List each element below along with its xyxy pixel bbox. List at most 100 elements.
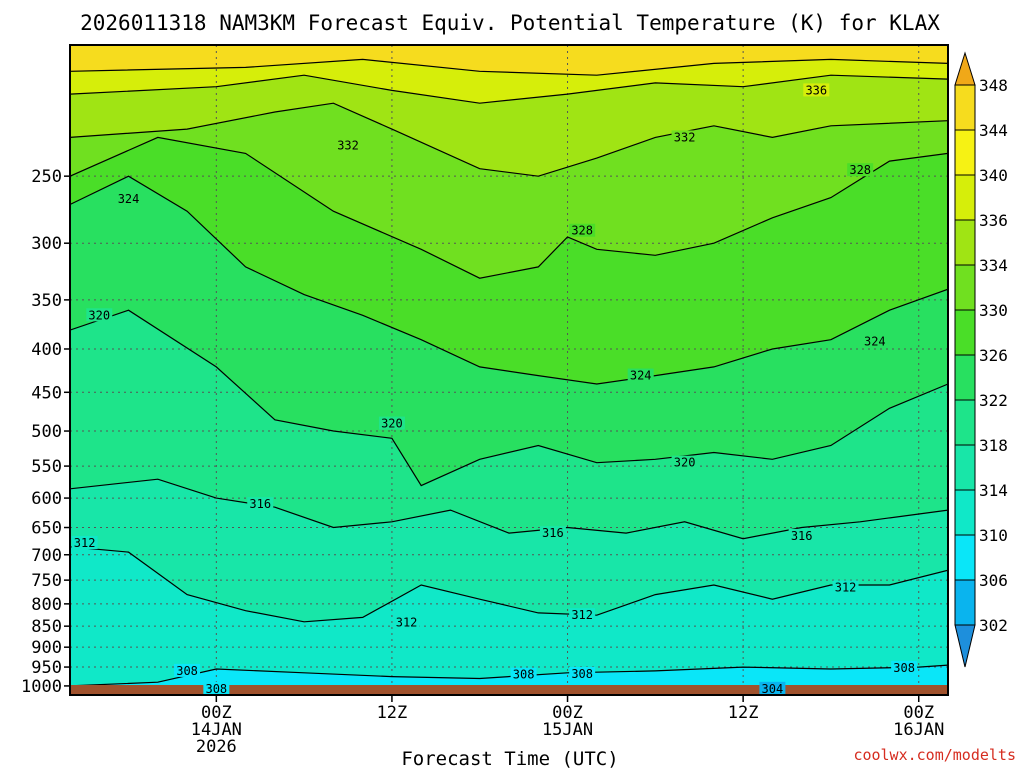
x-tick-label: 00Z (903, 703, 934, 723)
contour-332 (70, 102, 948, 177)
contour-336 (70, 74, 948, 104)
colorbar-segment (954, 174, 976, 221)
contour-340 (70, 58, 948, 76)
contour-label-bg (86, 308, 113, 322)
chart-title: 2026011318 NAM3KM Forecast Equiv. Potent… (80, 11, 940, 35)
gridlines (70, 45, 948, 695)
colorbar-segment (954, 534, 976, 581)
colorbar-top-arrow (954, 51, 976, 86)
contour-label-bg (627, 368, 654, 382)
contour-label-bg (671, 130, 698, 144)
colorbar-segment (954, 129, 976, 176)
contour-label: 312 (74, 536, 96, 550)
contour-label: 324 (118, 192, 140, 206)
contour-label-bg (174, 663, 201, 677)
y-tick-label: 750 (31, 571, 62, 591)
contour-label: 308 (176, 664, 198, 678)
colorbar-label: 348 (979, 76, 1008, 95)
colorbar-segment (954, 579, 976, 626)
y-tick-label: 600 (31, 489, 62, 509)
y-tick-label: 400 (31, 340, 62, 360)
contour-label: 324 (630, 369, 652, 383)
contour-label-bg (803, 83, 830, 97)
colorbar: 348 344 340 336 334 330 326 322 318 314 310 306 302 (954, 51, 1008, 668)
contour-label: 308 (893, 661, 915, 675)
x-tick-label: 00Z (552, 703, 583, 723)
contour-label: 320 (88, 308, 110, 322)
x-axis-title: Forecast Time (UTC) (401, 748, 618, 768)
colorbar-label: 330 (979, 301, 1008, 320)
contour-label-bg (671, 455, 698, 469)
contour-label: 308 (205, 682, 227, 696)
x-tick-label: 12Z (377, 703, 408, 723)
contour-label-bg (335, 138, 362, 152)
plot-frame (69, 44, 949, 696)
contour-label: 328 (571, 224, 593, 238)
x-tick-label: 16JAN (893, 720, 944, 740)
colorbar-segment (954, 84, 976, 131)
y-tick-label: 250 (31, 167, 62, 187)
contour-324 (70, 175, 948, 385)
y-tick-label: 350 (31, 291, 62, 311)
y-axis: 2503003504004505005506006507007508008509… (21, 167, 70, 697)
y-tick-label: 700 (31, 546, 62, 566)
contour-328 (70, 136, 948, 279)
colorbar-label: 306 (979, 571, 1008, 590)
contour-label-bg (510, 667, 537, 681)
fill-band-312 (70, 546, 948, 695)
contour-label-bg (832, 580, 859, 594)
contour-label-bg (788, 528, 815, 542)
contour-label-bg (247, 497, 274, 511)
contour-label-bg (115, 191, 142, 205)
y-tick-label: 1000 (21, 677, 62, 697)
contour-label: 312 (835, 580, 857, 594)
y-tick-label: 500 (31, 422, 62, 442)
y-tick-label: 950 (31, 658, 62, 678)
colorbar-label: 344 (979, 121, 1008, 140)
colorbar-segment (954, 309, 976, 356)
contour-label: 332 (674, 130, 696, 144)
contour-label: 332 (337, 138, 359, 152)
contour-320 (70, 309, 948, 487)
colorbar-segment (954, 399, 976, 446)
contour-label: 320 (674, 456, 696, 470)
y-tick-label: 850 (31, 617, 62, 637)
x-tick-label: 00Z (201, 703, 232, 723)
y-tick-label: 800 (31, 595, 62, 615)
contour-label-bg (569, 608, 596, 622)
colorbar-label: 334 (979, 256, 1008, 275)
contour-label-bg (569, 223, 596, 237)
color-fill-bands (70, 45, 948, 695)
contour-label-bg (847, 163, 874, 177)
colorbar-label: 322 (979, 391, 1008, 410)
colorbar-label: 326 (979, 346, 1008, 365)
x-tick-label: 2026 (196, 737, 237, 757)
contour-label-bg (71, 536, 98, 550)
contour-label: 320 (381, 417, 403, 431)
contour-label: 304 (762, 682, 784, 696)
colorbar-segment (954, 264, 976, 311)
contour-label-bg (393, 615, 420, 629)
contour-label-bg (891, 660, 918, 674)
contour-label: 312 (396, 616, 418, 630)
contour-label: 312 (571, 608, 593, 622)
x-tick-label: 12Z (728, 703, 759, 723)
contour-labels: 304 308 308 308 308 308 312 312 312 312 316 316 316 3… (71, 83, 918, 696)
contour-label-bg (569, 666, 596, 680)
colorbar-label: 318 (979, 436, 1008, 455)
y-tick-label: 450 (31, 383, 62, 403)
x-tick-label: 14JAN (191, 720, 242, 740)
contour-label-bg (759, 681, 786, 695)
contour-label-bg (378, 416, 405, 430)
contour-label: 316 (542, 526, 564, 540)
plot-area (70, 45, 948, 695)
contour-label: 316 (249, 497, 271, 511)
contour-label-bg (539, 526, 566, 540)
colorbar-segment (954, 219, 976, 266)
colorbar-bottom-arrow (954, 624, 976, 668)
y-tick-label: 300 (31, 234, 62, 254)
contour-label: 336 (805, 83, 827, 97)
colorbar-label: 336 (979, 211, 1008, 230)
